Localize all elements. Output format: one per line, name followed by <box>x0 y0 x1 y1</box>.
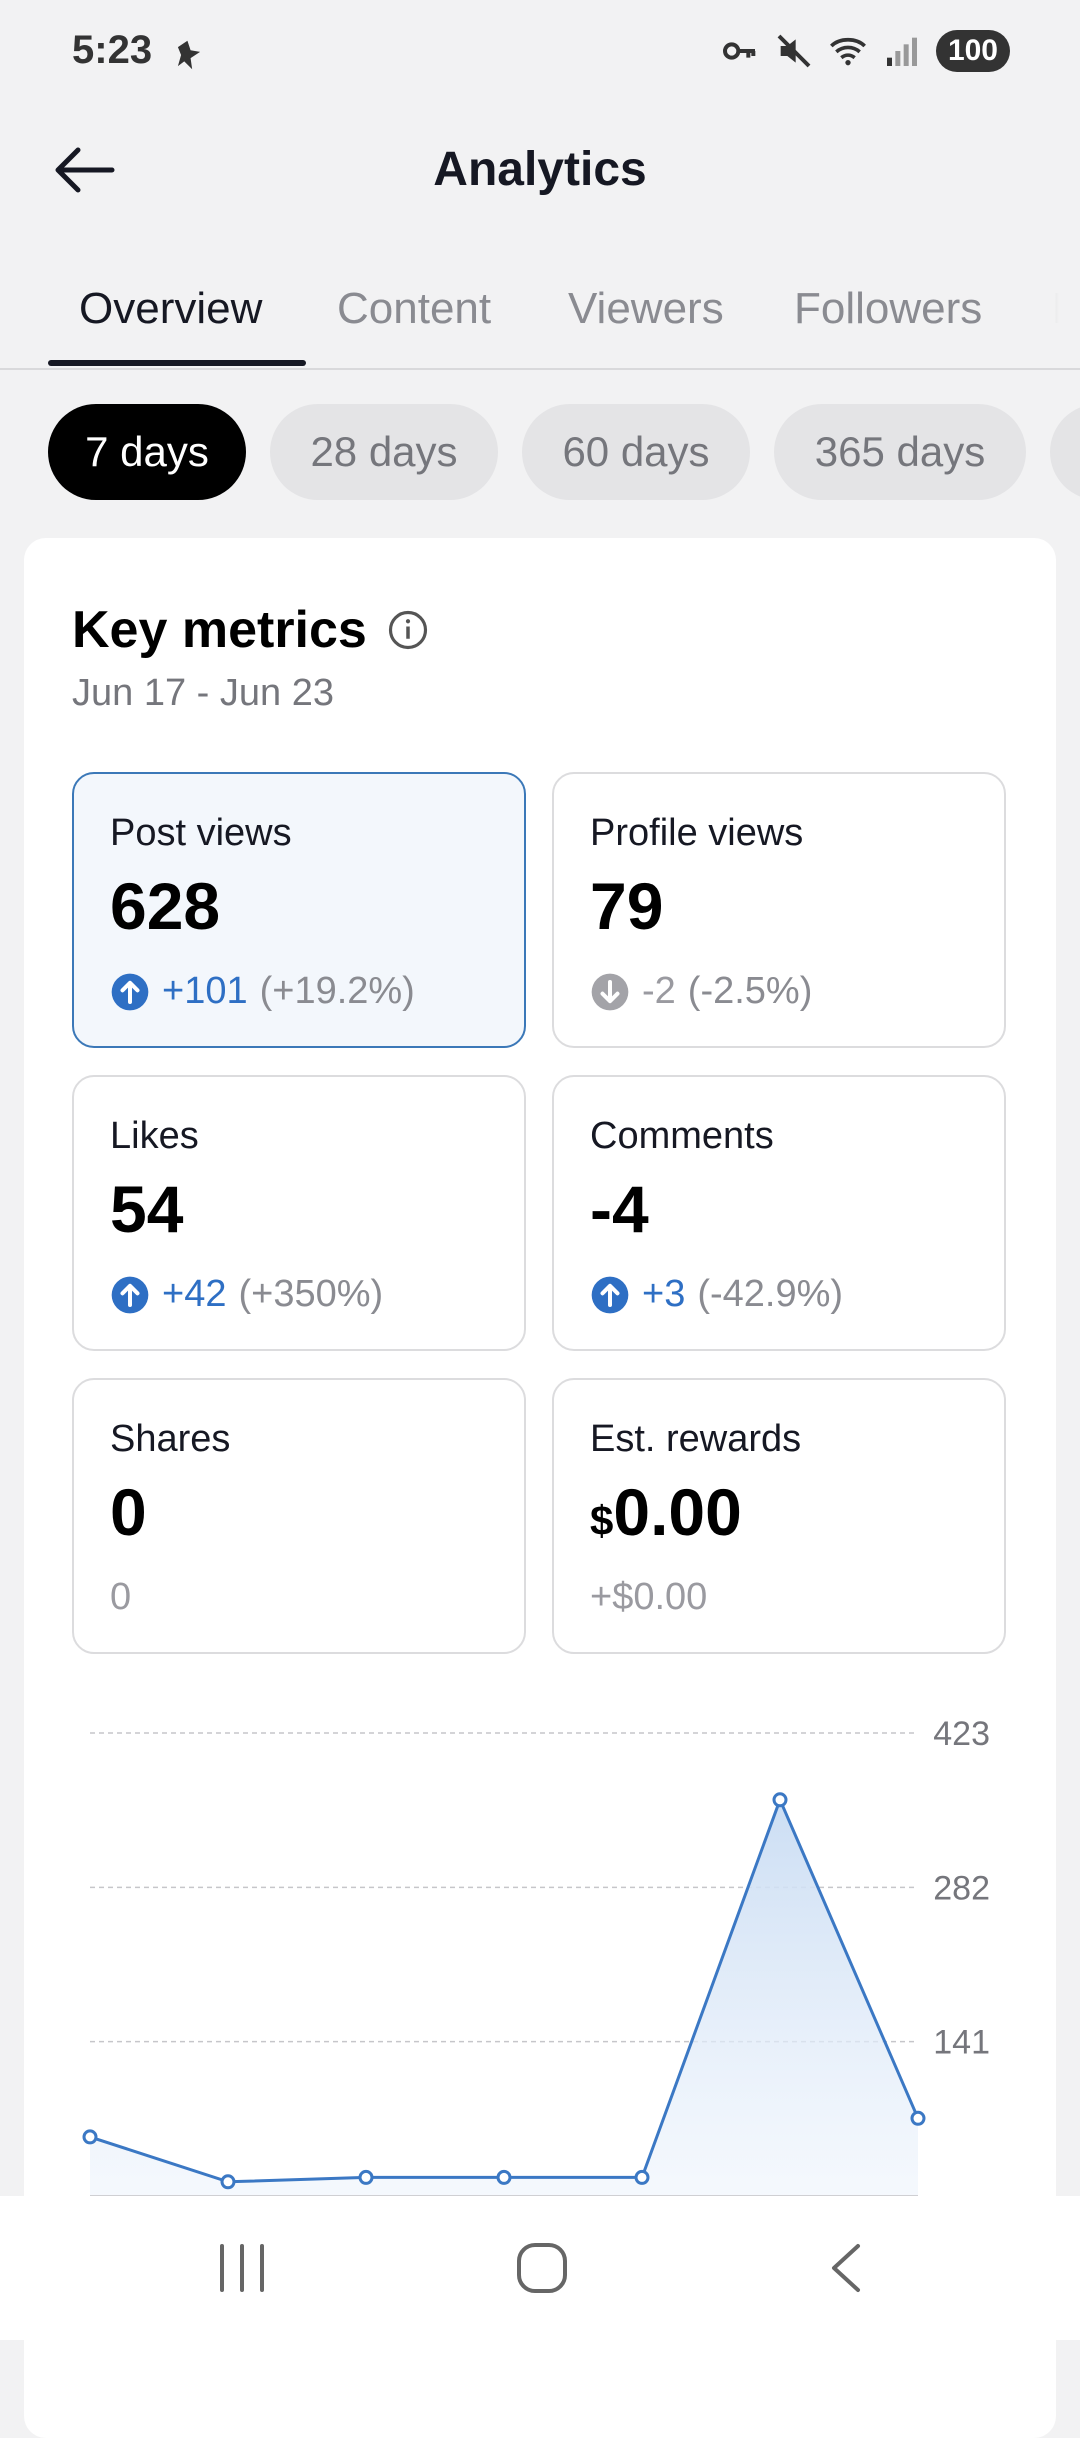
metric-label: Profile views <box>590 812 804 854</box>
vpn-key-icon <box>722 42 756 60</box>
metric-delta-percent: (-2.5%) <box>687 970 813 1012</box>
post-views-chart: 423 282 141 <box>82 1715 990 2197</box>
chart-y-ticks: 423 282 141 <box>933 1715 990 2062</box>
period-365-days[interactable]: 365 days <box>774 404 1026 500</box>
back-chevron-icon <box>832 2244 860 2292</box>
metric-card-profile-views[interactable]: Profile views 79 -2 (-2.5%) <box>552 772 1006 1048</box>
metric-card-shares[interactable]: Shares 0 0 <box>72 1378 526 1654</box>
back-nav-button[interactable] <box>806 2232 886 2304</box>
signal-icon <box>886 37 917 66</box>
metric-delta-percent: (+19.2%) <box>259 970 415 1012</box>
metric-delta-percent: (-42.9%) <box>697 1273 844 1315</box>
tab-viewers[interactable]: Viewers <box>568 284 724 333</box>
tab-scroll-fade <box>1010 250 1080 368</box>
metric-delta-value: -2 <box>642 970 676 1012</box>
metric-delta: +42 (+350%) <box>110 1273 383 1316</box>
status-time: 5:23 <box>72 28 153 72</box>
metric-value: 54 <box>110 1172 184 1246</box>
period-more[interactable] <box>1050 404 1080 500</box>
home-icon <box>517 2243 567 2293</box>
metric-delta: -2 (-2.5%) <box>590 970 812 1013</box>
chart-data-point[interactable] <box>910 2110 926 2126</box>
chart-data-point[interactable] <box>634 2169 650 2185</box>
arrow-down-circle-icon <box>591 973 629 1010</box>
chart-data-point[interactable] <box>772 1792 788 1808</box>
chart-y-tick-label: 423 <box>933 1715 990 1753</box>
date-range: Jun 17 - Jun 23 <box>72 672 334 714</box>
metric-delta-value: +101 <box>162 970 248 1012</box>
tab-content[interactable]: Content <box>337 284 492 333</box>
chart-data-point[interactable] <box>496 2169 512 2185</box>
metric-value: -4 <box>590 1172 649 1246</box>
chart-data-point[interactable] <box>82 2129 98 2145</box>
metric-value: $0.00 <box>590 1474 742 1550</box>
metric-card-likes[interactable]: Likes 54 +42 (+350%) <box>72 1075 526 1351</box>
metric-value: 79 <box>590 869 664 943</box>
metric-delta-value: +$0.00 <box>590 1576 708 1618</box>
wifi-icon <box>829 37 866 66</box>
arrow-up-circle-icon <box>111 973 149 1010</box>
metric-card-post-views[interactable]: Post views 628 +101 (+19.2%) <box>72 772 526 1048</box>
metric-delta-value: 0 <box>110 1576 132 1618</box>
status-icons: 100 <box>720 30 1010 72</box>
status-bar: 5:23 100 <box>0 0 1080 108</box>
chart-y-tick-label: 141 <box>933 2024 990 2062</box>
chart-data-point[interactable] <box>358 2169 374 2185</box>
metric-card-comments[interactable]: Comments -4 +3 (-42.9%) <box>552 1075 1006 1351</box>
metric-delta: +$0.00 <box>590 1576 707 1619</box>
period-60-days[interactable]: 60 days <box>522 404 750 500</box>
metric-label: Post views <box>110 812 292 854</box>
metric-amount: 0.00 <box>613 1475 742 1549</box>
header: Analytics <box>0 120 1080 220</box>
metric-value: 0 <box>110 1475 147 1549</box>
recent-apps-icon <box>220 2244 264 2292</box>
metric-card-est-rewards[interactable]: Est. rewards $0.00 +$0.00 <box>552 1378 1006 1654</box>
metric-delta: +101 (+19.2%) <box>110 970 415 1013</box>
arrow-up-circle-icon <box>591 1276 629 1313</box>
key-metrics-heading: Key metrics <box>72 600 429 660</box>
metric-label: Shares <box>110 1418 231 1460</box>
back-arrow-icon <box>55 147 115 193</box>
metric-label: Likes <box>110 1115 199 1157</box>
period-7-days[interactable]: 7 days <box>48 404 246 500</box>
system-nav-bar <box>0 2196 1080 2340</box>
tab-bar: Overview Content Viewers Followers L <box>0 250 1080 370</box>
info-icon[interactable] <box>387 609 429 651</box>
tab-overview[interactable]: Overview <box>79 284 263 333</box>
mute-icon <box>777 34 811 68</box>
metric-label: Comments <box>590 1115 774 1157</box>
tab-followers[interactable]: Followers <box>794 284 983 333</box>
arrow-up-circle-icon <box>111 1276 149 1313</box>
metric-delta-percent: (+350%) <box>238 1273 384 1315</box>
metric-value: 628 <box>110 869 221 943</box>
metric-delta-value: +3 <box>642 1273 686 1315</box>
notification-icon <box>177 40 201 70</box>
home-button[interactable] <box>502 2232 582 2304</box>
metric-delta: 0 <box>110 1576 131 1619</box>
chart-area-fill <box>90 1799 918 2196</box>
period-28-days[interactable]: 28 days <box>270 404 498 500</box>
currency-symbol: $ <box>590 1497 614 1544</box>
back-button[interactable] <box>48 138 120 202</box>
metric-delta-value: +42 <box>162 1273 227 1315</box>
chart-grid <box>90 1732 918 2043</box>
metric-delta: +3 (-42.9%) <box>590 1273 843 1316</box>
chart-data-point[interactable] <box>220 2174 236 2190</box>
metric-label: Est. rewards <box>590 1418 802 1460</box>
period-selector: 7 days 28 days 60 days 365 days <box>0 404 1080 504</box>
active-tab-indicator <box>48 360 306 366</box>
key-metrics-title: Key metrics <box>72 601 367 659</box>
chart-points <box>82 1792 926 2190</box>
recent-apps-button[interactable] <box>202 2232 282 2304</box>
battery-indicator: 100 <box>935 30 1010 72</box>
page-title: Analytics <box>433 143 647 196</box>
chart-y-tick-label: 282 <box>933 1869 990 1907</box>
